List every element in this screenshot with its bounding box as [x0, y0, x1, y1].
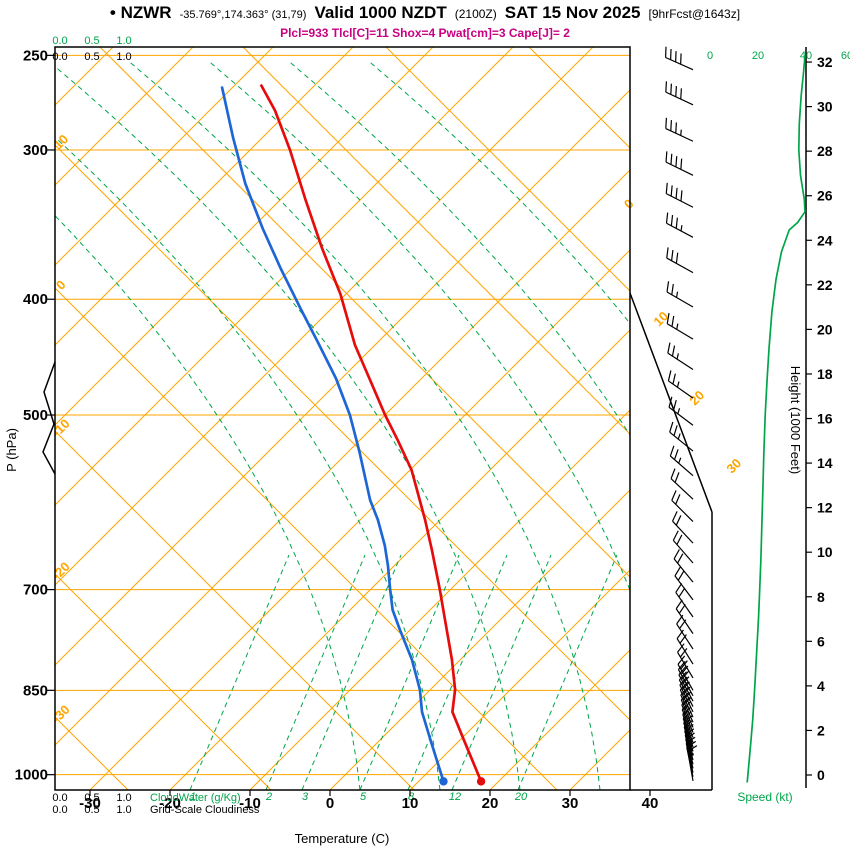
svg-text:30: 30: [562, 795, 579, 812]
svg-text:0.0: 0.0: [52, 35, 67, 47]
svg-text:16: 16: [817, 411, 833, 427]
svg-text:0.5: 0.5: [84, 35, 99, 47]
svg-text:0.0: 0.0: [52, 792, 67, 804]
indices-line: Plcl=933 Tlcl[C]=11 Shox=4 Pwat[cm]=3 Ca…: [280, 26, 570, 40]
svg-text:-30: -30: [79, 795, 101, 812]
temperature-curve-surface-dot: [476, 777, 486, 786]
svg-text:250: 250: [23, 47, 48, 64]
svg-text:60: 60: [841, 50, 850, 62]
svg-text:0: 0: [707, 50, 713, 62]
svg-text:2: 2: [817, 722, 825, 738]
temperature-curve: [260, 84, 483, 783]
svg-text:1: 1: [190, 791, 196, 803]
dewpoint-curve: [220, 86, 445, 783]
svg-text:Height (1000 Feet): Height (1000 Feet): [788, 366, 803, 474]
cloudwater-scales: 0.00.00.00.00.50.50.50.51.01.01.01.0Clou…: [52, 35, 260, 816]
svg-text:-20: -20: [49, 559, 73, 583]
forecast-ref: [9hrFcst@1643z]: [648, 7, 741, 21]
station-name: • NZWR: [109, 3, 172, 22]
svg-text:18: 18: [817, 366, 833, 382]
svg-text:1.0: 1.0: [116, 792, 131, 804]
title-bar: • NZWR -35.769°,174.363° (31,79) Valid 100…: [0, 3, 850, 23]
svg-text:0: 0: [621, 196, 637, 212]
svg-text:10: 10: [402, 795, 419, 812]
svg-text:0.5: 0.5: [84, 792, 99, 804]
svg-text:32: 32: [817, 54, 833, 70]
valid-zulu: (2100Z): [454, 7, 497, 21]
svg-text:8: 8: [817, 589, 825, 605]
svg-text:Speed (kt): Speed (kt): [737, 790, 792, 804]
svg-text:CloudWater (g/Kg): CloudWater (g/Kg): [150, 792, 241, 804]
svg-text:26: 26: [817, 188, 833, 204]
svg-text:300: 300: [23, 142, 48, 159]
svg-text:0: 0: [326, 795, 334, 812]
moist-grid: [55, 61, 630, 790]
svg-text:1.0: 1.0: [116, 804, 131, 816]
mixing-ratio-labels: 1 2 3 5 8 12 20: [190, 791, 528, 803]
svg-text:P (hPa): P (hPa): [4, 428, 19, 472]
svg-text:20: 20: [482, 795, 499, 812]
svg-text:40: 40: [800, 50, 812, 62]
svg-text:20: 20: [514, 791, 528, 803]
svg-text:5: 5: [360, 791, 367, 803]
svg-text:0.0: 0.0: [52, 51, 67, 63]
svg-text:30: 30: [817, 99, 833, 115]
svg-text:850: 850: [23, 682, 48, 699]
svg-text:-10: -10: [239, 795, 261, 812]
svg-text:12: 12: [449, 791, 461, 803]
dewpoint-curve-surface-dot: [439, 777, 448, 786]
svg-text:3: 3: [302, 791, 309, 803]
svg-text:0: 0: [817, 767, 825, 783]
wind-speed-curve: [746, 55, 806, 783]
svg-text:6: 6: [817, 633, 825, 649]
svg-text:8: 8: [408, 791, 415, 803]
wind-barbs: [664, 46, 698, 781]
svg-text:24: 24: [817, 232, 833, 248]
svg-text:0.5: 0.5: [84, 804, 99, 816]
svg-text:10: 10: [817, 544, 833, 560]
svg-text:2: 2: [265, 791, 272, 803]
valid-time: Valid 1000 NZDT: [314, 3, 447, 22]
plot-frame: [42, 46, 713, 796]
svg-text:28: 28: [817, 143, 833, 159]
svg-text:20: 20: [817, 321, 833, 337]
svg-text:0.0: 0.0: [52, 804, 67, 816]
svg-text:400: 400: [23, 291, 48, 308]
svg-text:22: 22: [817, 277, 833, 293]
svg-text:1.0: 1.0: [116, 35, 131, 47]
valid-date: SAT 15 Nov 2025: [504, 3, 641, 22]
left-edge-trace: [42, 361, 56, 475]
svg-text:40: 40: [642, 795, 659, 812]
svg-text:30: 30: [723, 455, 744, 476]
svg-text:1.0: 1.0: [116, 51, 131, 63]
svg-text:12: 12: [817, 500, 833, 516]
speed-axis: 0204060Speed (kt): [707, 50, 850, 804]
svg-text:20: 20: [752, 50, 764, 62]
svg-text:700: 700: [23, 582, 48, 599]
svg-text:-20: -20: [159, 795, 181, 812]
svg-text:500: 500: [23, 407, 48, 424]
svg-text:1000: 1000: [15, 767, 48, 784]
svg-text:14: 14: [817, 455, 833, 471]
svg-text:Temperature (C): Temperature (C): [295, 831, 390, 846]
svg-text:4: 4: [817, 678, 825, 694]
svg-text:20: 20: [686, 387, 707, 408]
station-coords: -35.769°,174.363° (31,79): [179, 9, 307, 21]
svg-text:Grid-Scale Cloudiness: Grid-Scale Cloudiness: [150, 804, 260, 816]
svg-text:-30: -30: [49, 702, 73, 726]
orange-grid: [55, 47, 630, 790]
svg-text:0.5: 0.5: [84, 51, 99, 63]
